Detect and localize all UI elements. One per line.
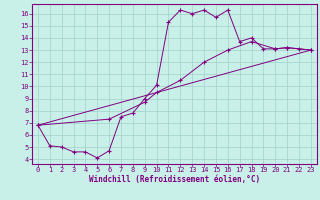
X-axis label: Windchill (Refroidissement éolien,°C): Windchill (Refroidissement éolien,°C) <box>89 175 260 184</box>
